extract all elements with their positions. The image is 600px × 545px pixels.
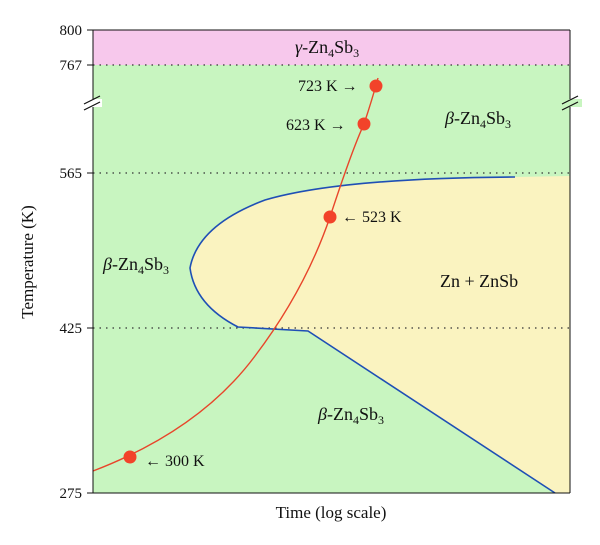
point-623k (357, 117, 371, 131)
beta-low-label: β-Zn4Sb3 (317, 404, 384, 427)
point-723k (369, 79, 383, 93)
x-axis-title: Time (log scale) (276, 503, 387, 522)
point-300k (123, 450, 137, 464)
y-tick-label-275: 275 (60, 486, 83, 502)
y-tick-label-565: 565 (60, 166, 83, 182)
axis-break-left (82, 95, 102, 111)
label-523k: ← 523 K (342, 209, 402, 226)
axis-break-right (561, 95, 582, 111)
label-723k: 723 K → (298, 78, 358, 95)
beta-high-label: β-Zn4Sb3 (444, 108, 511, 131)
gamma-region-label: γ-Zn4Sb3 (295, 37, 359, 60)
beta-mid-label: β-Zn4Sb3 (102, 254, 169, 277)
gamma-region (93, 30, 570, 65)
y-tick-label-767: 767 (60, 58, 83, 74)
phase-boundary (189, 176, 556, 494)
zn-znsb-label: Zn + ZnSb (440, 271, 518, 291)
point-523k (323, 210, 337, 224)
y-tick-label-800: 800 (60, 23, 83, 39)
label-623k: 623 K → (286, 117, 346, 134)
zn-znsb-region (190, 176, 570, 493)
y-axis-title: Temperature (K) (18, 205, 37, 319)
y-tick-label-425: 425 (60, 321, 83, 337)
label-300k: ← 300 K (145, 453, 205, 470)
